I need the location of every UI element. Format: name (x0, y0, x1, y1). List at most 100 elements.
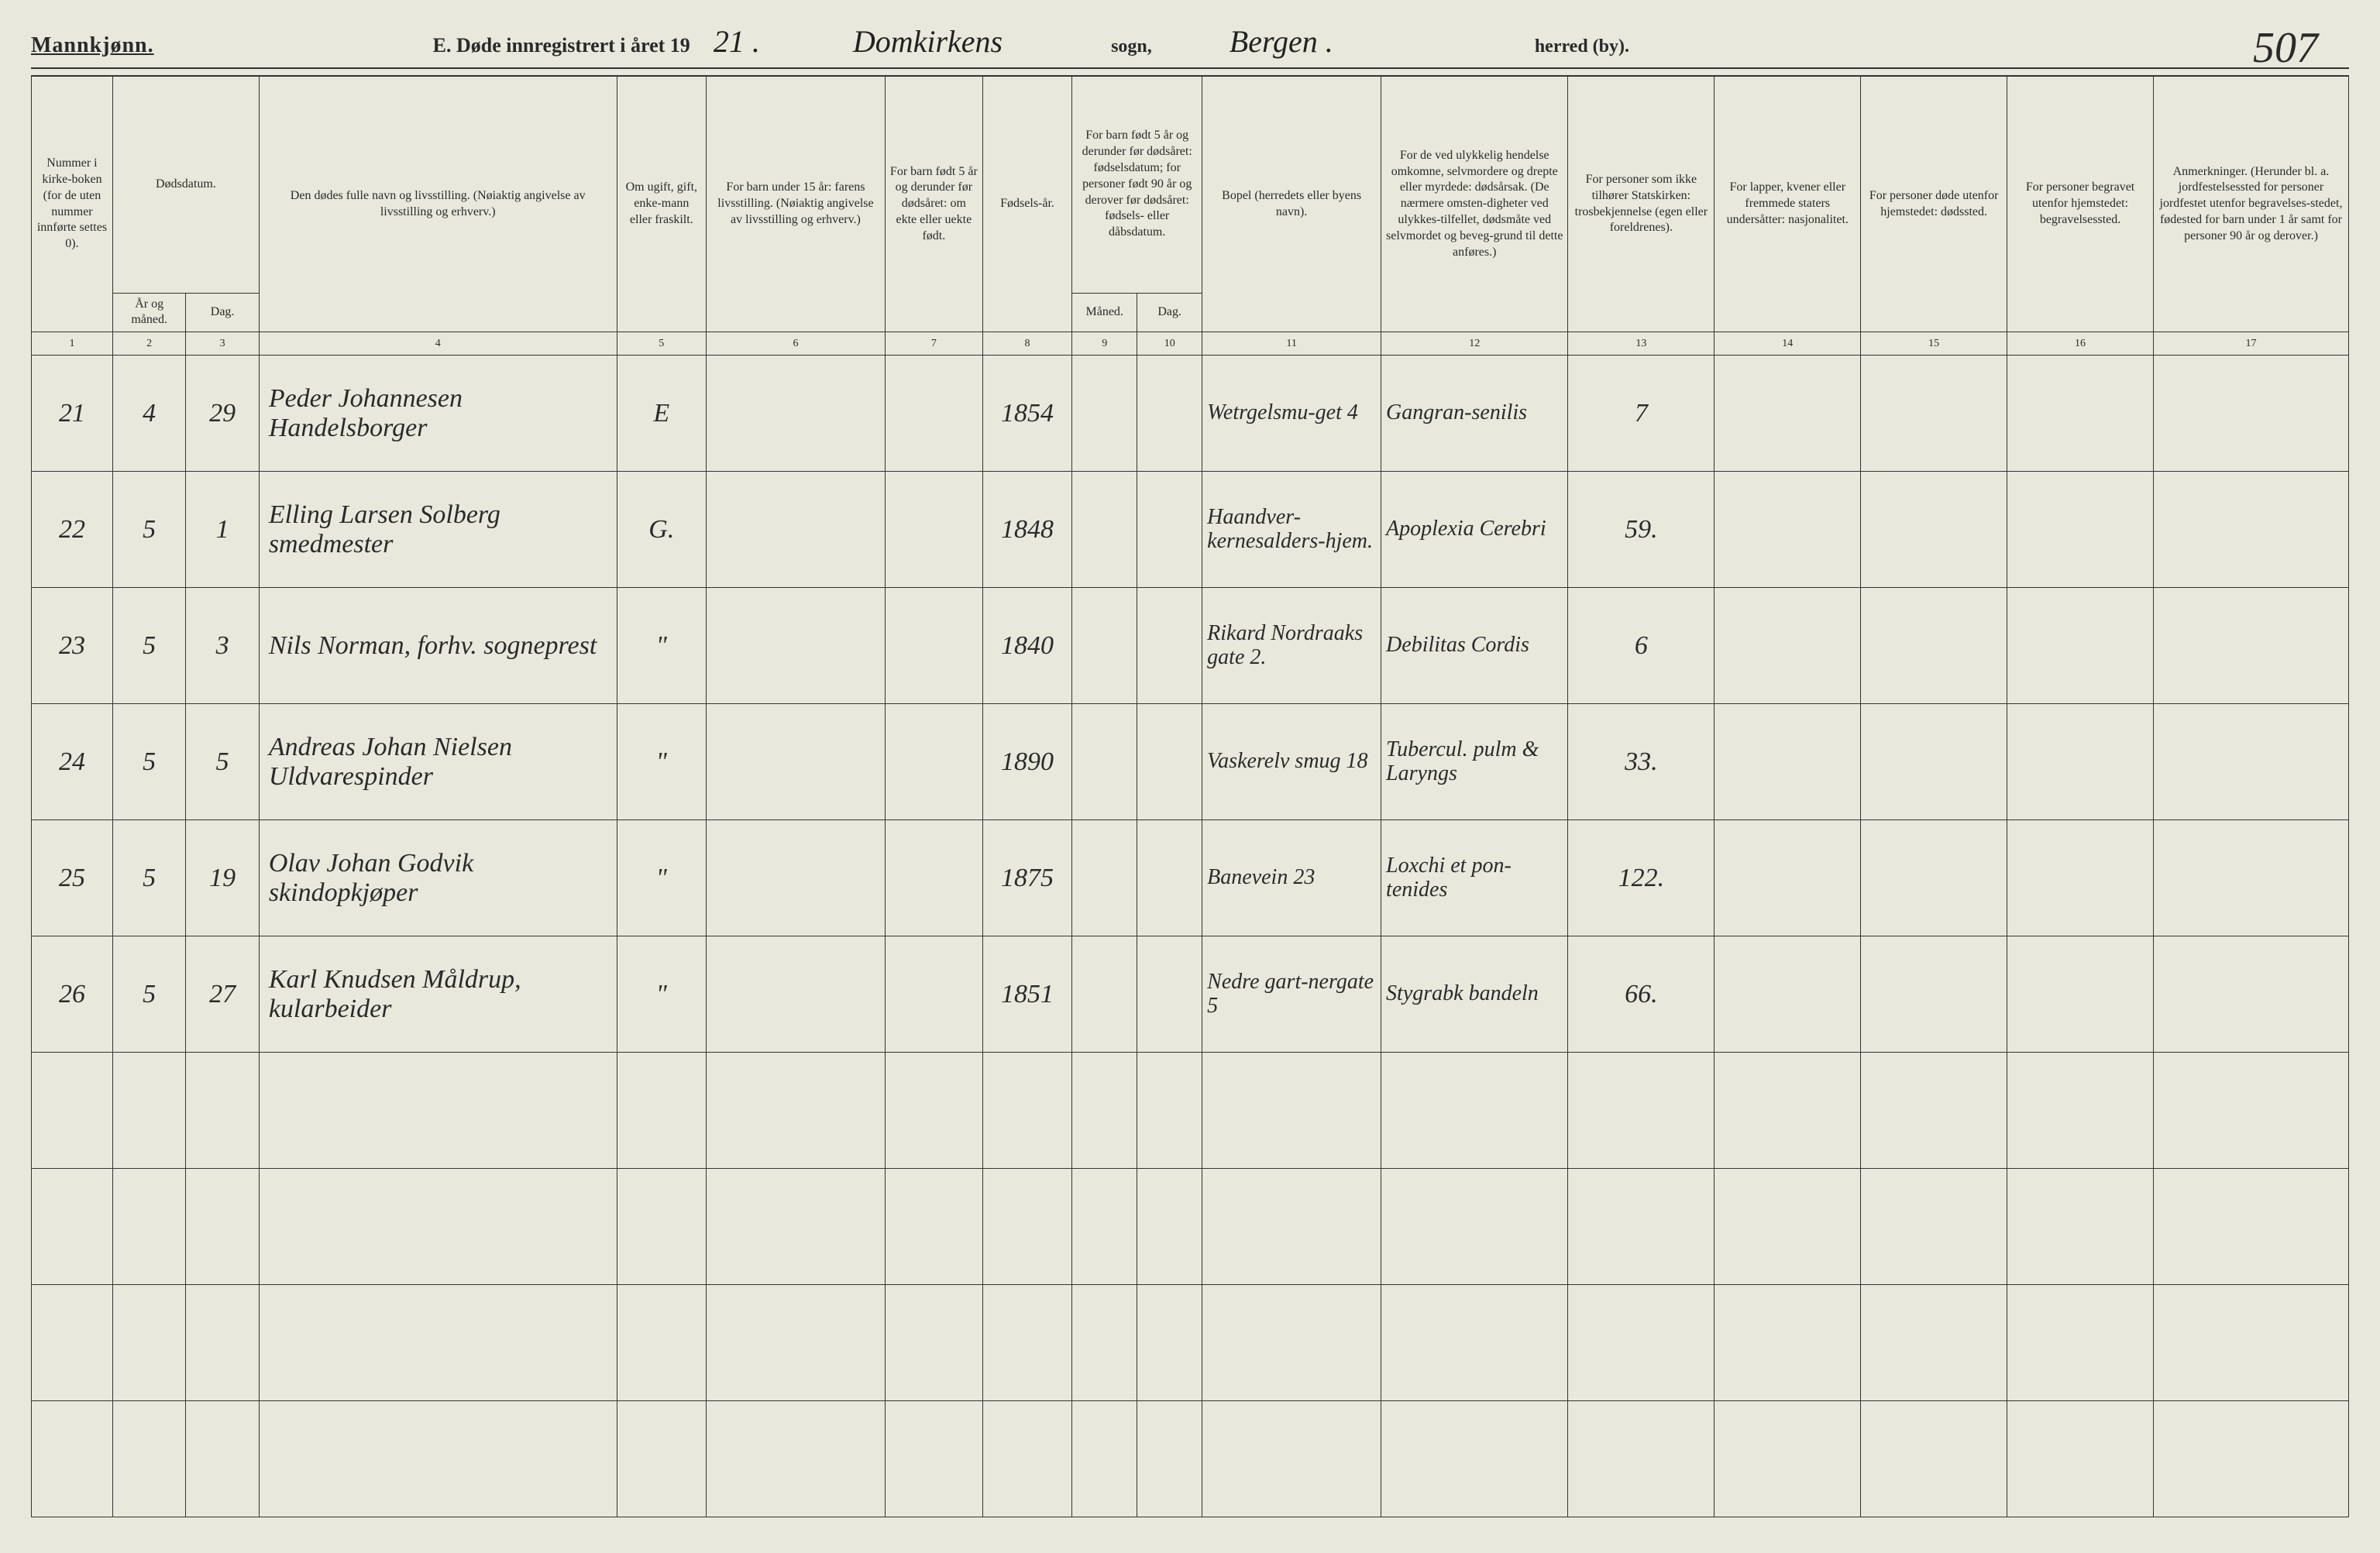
cell-maaned: 5 (112, 704, 185, 820)
cell-faar: 1851 (982, 936, 1071, 1053)
cell-c16 (2007, 588, 2154, 704)
cell-c15 (1861, 936, 2007, 1053)
cell-c14 (1714, 356, 1861, 472)
empty-cell (1381, 1401, 1568, 1517)
cell-c17 (2153, 936, 2348, 1053)
empty-cell (2153, 1401, 2348, 1517)
empty-cell (259, 1053, 617, 1169)
table-row: 2455Andreas Johan Nielsen Uldvarespinder… (32, 704, 2349, 820)
cell-faren (707, 704, 886, 820)
cell-c13: 66. (1568, 936, 1714, 1053)
cell-c14 (1714, 936, 1861, 1053)
empty-cell (885, 1285, 982, 1401)
cell-bopel: Rikard Nordraaks gate 2. (1202, 588, 1381, 704)
cell-stand: " (617, 820, 706, 936)
col-idx: 11 (1202, 332, 1381, 356)
col-header-7: For barn født 5 år og derunder før dødså… (885, 76, 982, 332)
empty-cell (617, 1285, 706, 1401)
cell-fd (1137, 704, 1202, 820)
empty-cell (1714, 1053, 1861, 1169)
table-row: 26527Karl Knudsen Måldrup, kularbeider"1… (32, 936, 2349, 1053)
col-header-12: For de ved ulykkelig hendelse omkomne, s… (1381, 76, 1568, 332)
empty-cell (186, 1053, 259, 1169)
empty-cell (982, 1285, 1071, 1401)
empty-cell (2007, 1053, 2154, 1169)
cell-faren (707, 588, 886, 704)
empty-cell (707, 1053, 886, 1169)
cell-maaned: 5 (112, 472, 185, 588)
cell-ekte (885, 356, 982, 472)
empty-cell (2007, 1285, 2154, 1401)
cell-maaned: 4 (112, 356, 185, 472)
col-header-10: Dag. (1137, 293, 1202, 332)
empty-cell (982, 1401, 1071, 1517)
empty-cell (2153, 1285, 2348, 1401)
cell-ekte (885, 820, 982, 936)
empty-cell (617, 1053, 706, 1169)
cell-c17 (2153, 472, 2348, 588)
herred-label: herred (by). (1535, 36, 1629, 57)
death-register-table: Nummer i kirke-boken (for de uten nummer… (31, 75, 2349, 1517)
cell-ekte (885, 936, 982, 1053)
table-row: 25519Olav Johan Godvik skindopkjøper"187… (32, 820, 2349, 936)
col-idx: 5 (617, 332, 706, 356)
empty-cell (1861, 1053, 2007, 1169)
cell-num: 26 (32, 936, 113, 1053)
col-header-17: Anmerkninger. (Herunder bl. a. jordfeste… (2153, 76, 2348, 332)
herred-value: Bergen . (1230, 23, 1333, 60)
cell-bopel: Nedre gart-nergate 5 (1202, 936, 1381, 1053)
empty-cell (186, 1285, 259, 1401)
col-idx: 14 (1714, 332, 1861, 356)
empty-cell (112, 1169, 185, 1285)
col-header-6: For barn under 15 år: farens livsstillin… (707, 76, 886, 332)
empty-cell (32, 1285, 113, 1401)
cell-c15 (1861, 820, 2007, 936)
empty-cell (32, 1169, 113, 1285)
empty-cell (1202, 1053, 1381, 1169)
cell-c14 (1714, 472, 1861, 588)
table-row: 21429Peder Johannesen HandelsborgerE1854… (32, 356, 2349, 472)
cell-aarsak: Stygrabk bandeln (1381, 936, 1568, 1053)
empty-cell (186, 1169, 259, 1285)
empty-cell (885, 1053, 982, 1169)
cell-faar: 1890 (982, 704, 1071, 820)
cell-c17 (2153, 356, 2348, 472)
cell-fm (1072, 704, 1137, 820)
page-header: Mannkjønn. E. Døde innregistrert i året … (31, 23, 2349, 69)
col-idx: 6 (707, 332, 886, 356)
cell-num: 23 (32, 588, 113, 704)
cell-ekte (885, 704, 982, 820)
cell-fd (1137, 588, 1202, 704)
empty-cell (1381, 1053, 1568, 1169)
empty-cell (112, 1285, 185, 1401)
cell-dag: 19 (186, 820, 259, 936)
col-header-1: Nummer i kirke-boken (for de uten nummer… (32, 76, 113, 332)
cell-ekte (885, 472, 982, 588)
empty-cell (1568, 1053, 1714, 1169)
table-row-empty (32, 1401, 2349, 1517)
empty-cell (982, 1053, 1071, 1169)
cell-stand: E (617, 356, 706, 472)
cell-dag: 5 (186, 704, 259, 820)
column-index-row: 1 2 3 4 5 6 7 8 9 10 11 12 13 14 15 16 1… (32, 332, 2349, 356)
empty-cell (1072, 1285, 1137, 1401)
empty-cell (1202, 1285, 1381, 1401)
empty-cell (707, 1169, 886, 1285)
cell-c15 (1861, 588, 2007, 704)
empty-cell (617, 1169, 706, 1285)
empty-cell (1861, 1285, 2007, 1401)
cell-c15 (1861, 472, 2007, 588)
col-header-4: Den dødes fulle navn og livsstilling. (N… (259, 76, 617, 332)
empty-cell (1137, 1285, 1202, 1401)
col-idx: 2 (112, 332, 185, 356)
cell-c13: 7 (1568, 356, 1714, 472)
col-idx: 8 (982, 332, 1071, 356)
cell-c14 (1714, 588, 1861, 704)
cell-c15 (1861, 356, 2007, 472)
cell-c16 (2007, 704, 2154, 820)
cell-fd (1137, 936, 1202, 1053)
table-header: Nummer i kirke-boken (for de uten nummer… (32, 76, 2349, 356)
col-header-13: For personer som ikke tilhører Statskirk… (1568, 76, 1714, 332)
cell-c16 (2007, 936, 2154, 1053)
cell-aarsak: Loxchi et pon-tenides (1381, 820, 1568, 936)
